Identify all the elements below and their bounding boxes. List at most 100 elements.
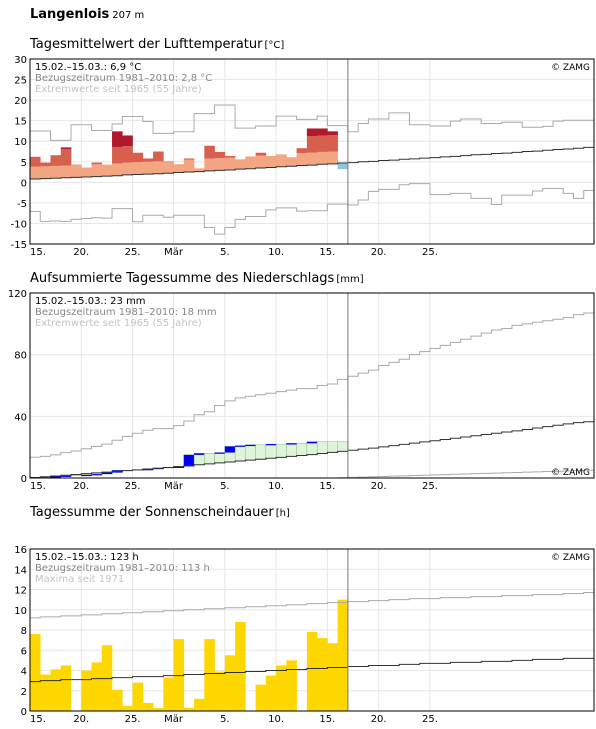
temp-extreme-max-line: [30, 104, 594, 141]
sunshine-bar: [91, 662, 103, 711]
temp-bar-base: [101, 164, 113, 177]
temp-bar-cold: [337, 163, 349, 170]
precip-extreme-max-line: [30, 312, 594, 458]
temp-bar-warm: [142, 158, 154, 162]
temp-bar-warm: [214, 151, 226, 159]
sun-x-tick-label: 10.: [268, 714, 284, 725]
sun-y-tick-label: 16: [14, 545, 27, 556]
sunshine-max-line: [30, 592, 594, 619]
temp-bar-warm: [224, 156, 236, 158]
temp-y-tick-label: 30: [14, 55, 27, 66]
precip-diff-band: [204, 453, 216, 465]
sun-x-tick-label: 25.: [422, 714, 438, 725]
temp-bar-base: [265, 156, 277, 168]
temp-bar-base: [40, 166, 51, 179]
temp-legend-line: 15.02.–15.03.: 6,9 °C: [35, 62, 141, 73]
temp-x-tick-label: 25.: [125, 247, 141, 258]
sun-frame: [29, 548, 595, 712]
precip-daily-increment: [50, 476, 62, 478]
temp-bar-very-warm: [60, 147, 72, 150]
precip-diff-band: [234, 445, 246, 462]
precip-x-tick-label: 25.: [422, 481, 438, 492]
temp-bar-base: [255, 155, 267, 168]
precip-daily-increment: [214, 452, 226, 454]
temp-x-tick-label: 15.: [30, 247, 46, 258]
temp-bar-warm: [91, 162, 103, 165]
sun-x-tick-label: 5.: [220, 714, 230, 725]
temp-bar-base: [132, 162, 144, 175]
temp-x-tick-label: 15.: [319, 247, 335, 258]
precip-x-tick-label: 15.: [30, 481, 46, 492]
temp-y-tick-label: 20: [14, 96, 27, 107]
temp-bar-very-warm: [112, 131, 123, 147]
sunshine-bar: [286, 660, 297, 711]
precip-x-tick-label: 25.: [125, 481, 141, 492]
sunshine-bar: [50, 669, 62, 711]
sunshine-bar: [194, 698, 205, 711]
sunshine-bar: [173, 639, 185, 711]
temp-bar-base: [173, 164, 185, 173]
sun-x-tick-label: 15.: [319, 714, 335, 725]
sunshine-bar: [30, 634, 41, 711]
precip-y-tick-label: 120: [8, 289, 27, 300]
sunshine-bar: [163, 677, 174, 711]
precip-diff-band: [316, 441, 328, 454]
precip-diff-band: [245, 444, 257, 461]
sunshine-normal-line: [30, 657, 594, 683]
temp-bar-warm: [255, 152, 267, 156]
sunshine-bar: [183, 707, 195, 711]
temp-bar-base: [214, 158, 226, 171]
temp-bar-base: [50, 165, 62, 179]
sun-y-tick-label: 2: [21, 687, 27, 698]
sun-y-tick-label: 6: [21, 646, 27, 657]
sunshine-unit: [h]: [275, 508, 290, 519]
sun-x-tick-label: 25.: [125, 714, 141, 725]
sunshine-bar: [214, 671, 226, 711]
sun-legend-line: 15.02.–15.03.: 123 h: [35, 552, 139, 563]
temp-bar-base: [317, 151, 328, 165]
temp-y-tick-label: 10: [14, 137, 27, 148]
precip-x-tick-label: 15.: [319, 481, 335, 492]
temp-bar-base: [112, 163, 123, 176]
temp-y-tick-label: 15: [14, 117, 27, 128]
temp-extreme-min-line: [30, 183, 594, 235]
temp-x-tick-label: 20.: [73, 247, 89, 258]
temp-bar-base: [245, 156, 256, 169]
precip-x-tick-label: 20.: [73, 481, 89, 492]
precip-daily-increment: [286, 443, 297, 445]
sun-legend-line: Bezugszeitraum 1981–2010: 113 h: [35, 563, 210, 574]
temp-chart: [29, 58, 595, 245]
sun-y-tick-label: 0: [21, 707, 27, 718]
precip-frame: [29, 292, 595, 479]
precip-y-tick-label: 40: [14, 412, 27, 423]
temp-y-tick-label: 5: [21, 158, 27, 169]
precip-x-tick-label: 20.: [371, 481, 387, 492]
temp-x-tick-label: 25.: [422, 247, 438, 258]
precip-normal-line: [30, 421, 594, 479]
precip-legend-line: Extremwerte seit 1965 (55 Jahre): [35, 318, 202, 329]
temperature-chart-title: Tagesmittelwert der Lufttemperatur [°C]: [30, 37, 284, 52]
precip-daily-increment: [91, 474, 103, 476]
sun-x-tick-label: 20.: [73, 714, 89, 725]
temp-y-tick-label: 25: [14, 76, 27, 87]
sun-y-tick-label: 12: [14, 586, 27, 597]
precip-credit: © ZAMG: [551, 468, 590, 478]
temp-bar-base: [286, 157, 297, 167]
temp-bar-base: [71, 165, 82, 178]
sunshine-bar: [204, 639, 215, 711]
temp-bar-warm: [296, 148, 308, 154]
temp-bar-base: [142, 161, 154, 175]
precip-daily-increment: [224, 446, 236, 453]
temp-bar-base: [81, 167, 92, 177]
sunshine-bar: [60, 665, 72, 711]
sunshine-bar: [122, 705, 133, 711]
precip-diff-band: [275, 443, 287, 458]
sunshine-bar: [112, 689, 123, 711]
temp-bar-base: [91, 164, 103, 177]
sunshine-bar: [224, 655, 236, 711]
precipitation-chart-title: Aufsummierte Tagessumme des Niederschlag…: [30, 271, 364, 286]
temp-bar-warm: [327, 135, 338, 152]
temp-bar-base: [224, 157, 236, 170]
sun-x-tick-label: 15.: [30, 714, 46, 725]
sunshine-bar: [142, 702, 154, 711]
